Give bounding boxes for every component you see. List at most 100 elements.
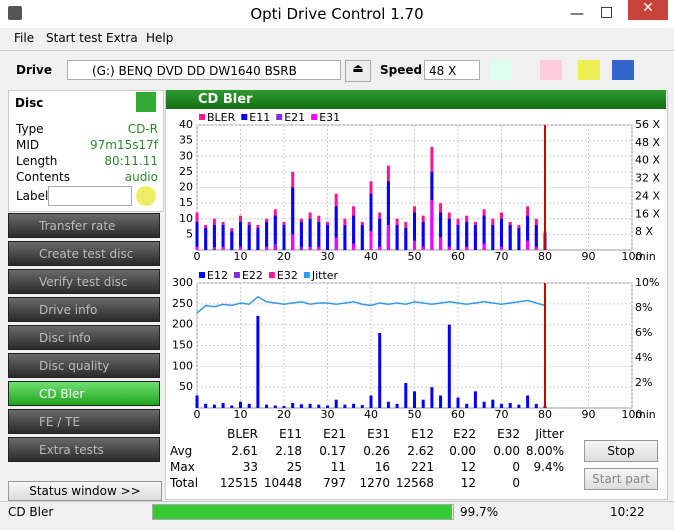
y-tick-label: 150 <box>172 339 193 352</box>
x-axis-label: min <box>635 250 656 263</box>
nav-button[interactable]: CD Bler <box>8 381 160 406</box>
bar <box>317 404 321 408</box>
stats-row-label: Max <box>170 460 195 474</box>
bar <box>265 221 269 250</box>
x-tick-label: 100 <box>622 408 643 421</box>
title-bar <box>0 0 674 28</box>
close[interactable]: ✕ <box>628 0 668 20</box>
nav-button[interactable]: Drive info <box>8 297 160 322</box>
label-button[interactable] <box>136 186 156 206</box>
progress-label: 99.7% <box>460 505 499 519</box>
x-tick-label: 90 <box>582 250 596 263</box>
panel-header <box>166 90 666 109</box>
bar <box>421 399 425 408</box>
legend-swatch <box>303 272 310 278</box>
bar <box>439 395 443 408</box>
bar <box>221 403 225 408</box>
bar <box>465 403 469 408</box>
minimize[interactable]: — <box>570 6 584 22</box>
bar <box>421 221 425 250</box>
bar <box>299 221 303 250</box>
legend-label: E11 <box>249 111 270 124</box>
bar <box>230 231 234 250</box>
bar <box>534 225 538 250</box>
legend-label: E22 <box>242 269 263 282</box>
bar <box>534 246 538 250</box>
bar <box>360 225 364 250</box>
eject-button[interactable]: ⏏ <box>345 60 371 82</box>
bar <box>369 395 373 408</box>
stats-row-label: Avg <box>170 444 193 458</box>
stats-cell: 0 <box>512 476 520 490</box>
nav-button[interactable]: Transfer rate <box>8 213 160 238</box>
nav-button[interactable]: Verify test disc <box>8 269 160 294</box>
bar <box>239 246 242 250</box>
bar <box>439 212 443 250</box>
y-tick-label: 200 <box>172 318 193 331</box>
disc-field-value: audio <box>124 170 158 184</box>
bar <box>221 225 225 250</box>
bar <box>386 401 390 408</box>
bar <box>299 404 303 408</box>
y2-tick-label: 32 X <box>635 172 660 185</box>
drive-select[interactable]: (G:) BENQ DVD DD DW1640 BSRB <box>67 60 341 80</box>
x-tick-label: 50 <box>408 250 422 263</box>
bar <box>352 215 356 250</box>
bar <box>473 391 477 408</box>
refresh-button[interactable] <box>490 60 512 80</box>
bar <box>378 246 382 250</box>
bar <box>447 324 451 408</box>
maximize[interactable]: □ <box>600 4 614 20</box>
bar <box>482 215 486 250</box>
x-tick-label: 70 <box>495 408 509 421</box>
bar <box>386 225 390 250</box>
nav-button[interactable]: Disc info <box>8 325 160 350</box>
x-tick-label: 50 <box>408 408 422 421</box>
nav-button[interactable]: FE / TE <box>8 409 160 434</box>
settings-button[interactable] <box>578 60 600 80</box>
bar <box>291 187 295 250</box>
bar <box>247 403 251 408</box>
bar <box>308 218 312 250</box>
legend-swatch <box>268 272 275 278</box>
stats-cell: 221 <box>411 460 434 474</box>
stats-header: BLER <box>227 427 258 441</box>
menu-item: Help <box>146 31 174 45</box>
nav-button[interactable]: Extra tests <box>8 437 160 462</box>
stop-button[interactable]: Stop <box>584 440 658 462</box>
bar <box>282 225 286 250</box>
x-tick-label: 30 <box>321 408 335 421</box>
bler-chart: 5 10 15 20 25 30 35 40 8 X 16 X 24 X 32 X 40 X 48 X 56… <box>179 111 660 263</box>
speed-select[interactable]: 48 X <box>424 60 480 80</box>
stats-cell: 12 <box>460 460 476 474</box>
x-tick-label: 0 <box>194 408 201 421</box>
legend-label: E32 <box>277 269 298 282</box>
disc-refresh[interactable] <box>136 92 156 112</box>
start-part-button[interactable]: Start part <box>584 468 658 490</box>
label-input[interactable] <box>48 186 132 206</box>
stats-cell: 33 <box>242 460 258 474</box>
legend-swatch <box>276 114 283 120</box>
x-tick-label: 0 <box>194 250 201 263</box>
x-tick-label: 40 <box>364 250 378 263</box>
status-window-button[interactable]: Status window >> <box>8 481 162 501</box>
legend-swatch <box>233 272 240 278</box>
nav-button[interactable]: Create test disc <box>8 241 160 266</box>
nav-button[interactable]: Disc quality <box>8 353 160 378</box>
x-tick-label: 20 <box>277 408 291 421</box>
bar <box>326 225 329 250</box>
stats-cell: 8.00% <box>525 444 564 458</box>
bar <box>526 395 530 408</box>
bar <box>473 225 477 250</box>
legend-swatch <box>199 114 205 120</box>
erase-button[interactable] <box>540 60 562 80</box>
y-tick-label: 300 <box>172 276 193 289</box>
app-icon <box>8 6 22 20</box>
stats-cell: 12 <box>460 476 476 490</box>
save-button[interactable] <box>612 60 634 80</box>
legend-swatch <box>311 114 318 120</box>
bar <box>456 397 460 408</box>
bar <box>413 212 416 250</box>
legend-label: Jitter <box>311 269 339 282</box>
bar <box>421 246 425 250</box>
